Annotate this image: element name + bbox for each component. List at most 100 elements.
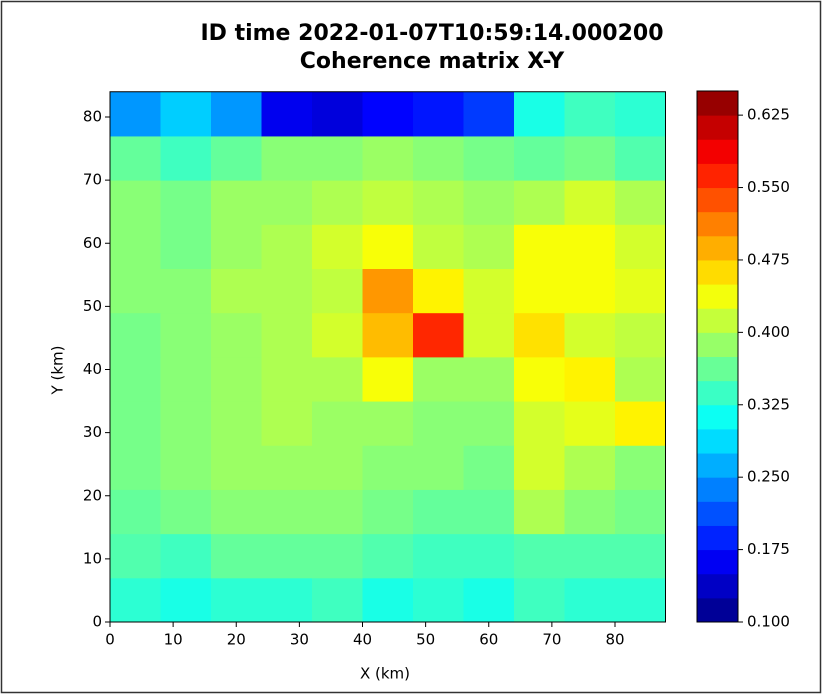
heat-cell — [261, 533, 313, 579]
heat-cell — [564, 312, 616, 358]
heat-cell — [413, 312, 464, 358]
heat-cell — [514, 577, 565, 623]
heat-cell — [261, 577, 313, 623]
colorbar-frame — [696, 90, 739, 623]
chart-title: ID time 2022-01-07T10:59:14.000200 — [200, 21, 663, 46]
heat-cell — [413, 489, 464, 535]
heat-cell — [463, 577, 515, 623]
heat-cell — [110, 356, 161, 402]
heat-cell — [261, 356, 313, 402]
heat-cell — [211, 445, 262, 490]
heat-cell — [615, 268, 666, 314]
heat-cell — [211, 135, 262, 181]
heat-cell — [413, 135, 464, 181]
heat-cell — [615, 91, 666, 137]
heat-cell — [564, 135, 616, 181]
heat-cell — [463, 224, 515, 269]
heat-cell — [514, 401, 565, 446]
colorbar-band — [697, 501, 738, 526]
heat-cell — [615, 224, 666, 269]
heat-cell — [211, 268, 262, 314]
y-tick-label: 50 — [83, 297, 102, 315]
colorbar-band — [697, 597, 738, 623]
heat-cell — [110, 489, 161, 535]
colorbar-band — [697, 115, 738, 140]
heat-cell — [211, 489, 262, 535]
heat-cell — [211, 401, 262, 446]
y-tick-label: 10 — [83, 549, 102, 567]
heat-cell — [312, 533, 363, 579]
heat-cell — [110, 135, 161, 181]
y-tick-label: 40 — [83, 360, 102, 378]
heat-cell — [514, 268, 565, 314]
x-tick-label: 80 — [605, 631, 624, 649]
heat-cell — [615, 401, 666, 446]
heat-cell — [413, 180, 464, 225]
heat-cell — [160, 445, 212, 490]
heat-cell — [312, 180, 363, 225]
y-tick-label: 70 — [83, 171, 102, 189]
y-tick-label: 80 — [83, 108, 102, 126]
colorbar-band — [697, 187, 738, 213]
colorbar-tick-label: 0.100 — [747, 613, 790, 631]
heat-cell — [615, 489, 666, 535]
heat-cell — [110, 577, 161, 623]
heat-cell — [463, 268, 515, 314]
heat-cell — [312, 356, 363, 402]
heat-cell — [413, 533, 464, 579]
heat-cell — [615, 356, 666, 402]
heat-cell — [463, 312, 515, 358]
heat-cell — [413, 356, 464, 402]
heat-cell — [261, 224, 313, 269]
heat-cell — [615, 180, 666, 225]
heat-cell — [362, 445, 414, 490]
colorbar-band — [697, 259, 738, 285]
heat-cell — [211, 91, 262, 137]
heat-cell — [211, 224, 262, 269]
heat-cell — [211, 180, 262, 225]
heat-cell — [463, 489, 515, 535]
y-tick-label: 20 — [83, 486, 102, 504]
heat-cell — [514, 356, 565, 402]
heat-cell — [110, 312, 161, 358]
heat-cell — [564, 356, 616, 402]
heat-cell — [312, 312, 363, 358]
x-tick-label: 40 — [353, 631, 372, 649]
x-tick-label: 60 — [479, 631, 498, 649]
heat-cell — [362, 401, 414, 446]
heat-cell — [463, 356, 515, 402]
x-axis-label: X (km) — [360, 665, 410, 683]
colorbar-band — [697, 332, 738, 357]
heat-cell — [564, 533, 616, 579]
x-tick-label: 10 — [164, 631, 183, 649]
heat-cell — [160, 356, 212, 402]
heat-cell — [362, 91, 414, 137]
heat-cell — [463, 135, 515, 181]
plot-frame — [109, 91, 666, 623]
colorbar-band — [697, 91, 738, 116]
heat-cell — [110, 445, 161, 490]
heat-cell — [312, 489, 363, 535]
heat-cell — [261, 268, 313, 314]
heat-cell — [110, 401, 161, 446]
heat-cell — [160, 268, 212, 314]
heat-cell — [160, 577, 212, 623]
heat-cell — [514, 312, 565, 358]
x-tick-label: 50 — [416, 631, 435, 649]
heat-cell — [463, 91, 515, 137]
heat-cell — [261, 312, 313, 358]
heat-cell — [413, 577, 464, 623]
heat-cell — [312, 401, 363, 446]
colorbar-band — [697, 453, 738, 478]
colorbar-tick-label: 0.475 — [747, 250, 790, 268]
heat-cell — [261, 401, 313, 446]
colorbar-band — [697, 380, 738, 406]
heat-cell — [413, 268, 464, 314]
heat-cell — [362, 224, 414, 269]
heat-cell — [261, 180, 313, 225]
heat-cell — [615, 135, 666, 181]
heat-cell — [362, 577, 414, 623]
heat-cell — [615, 445, 666, 490]
heat-cell — [413, 91, 464, 137]
x-tick-label: 70 — [542, 631, 561, 649]
